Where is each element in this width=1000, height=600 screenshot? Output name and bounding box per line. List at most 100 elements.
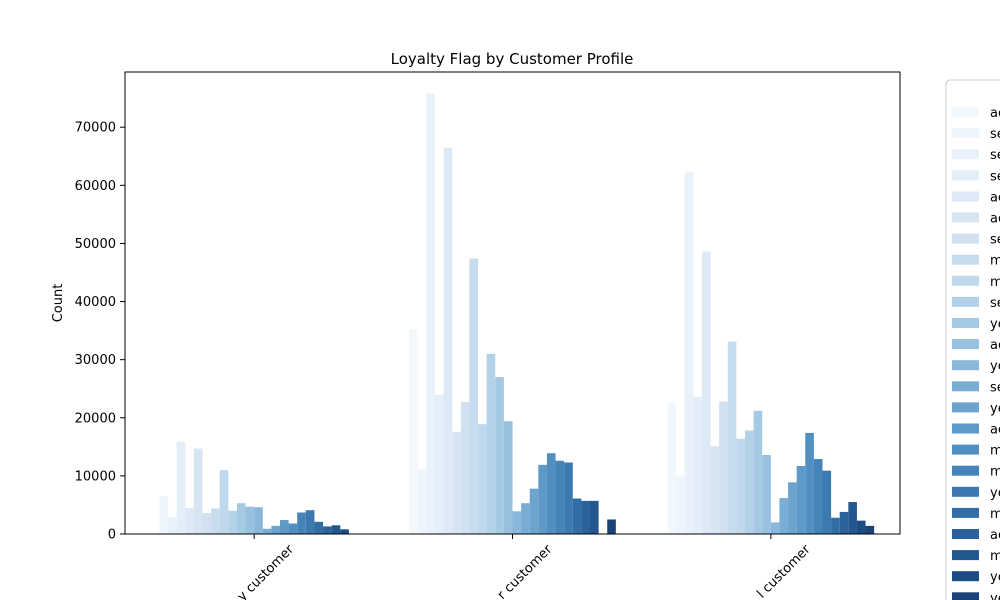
legend-label: ye (990, 359, 1000, 374)
legend-label: se (990, 169, 1000, 184)
legend-label: m (990, 275, 1000, 290)
bar (512, 511, 522, 534)
legend-swatch (952, 191, 979, 202)
legend-swatch (952, 423, 979, 434)
bar (762, 454, 771, 534)
bar (236, 503, 246, 534)
legend-label: se (990, 296, 1000, 311)
bar (865, 525, 875, 534)
legend-label: se (990, 148, 1000, 163)
legend-swatch (952, 444, 979, 455)
bar (452, 431, 461, 534)
legend-label: ye (990, 401, 1000, 416)
legend-label: ye (990, 570, 1000, 585)
legend-label: se (990, 380, 1000, 395)
bar (331, 525, 341, 534)
bar (435, 395, 444, 534)
y-axis: 0 10000 20000 30000 40000 50000 60000 70000 (75, 121, 125, 543)
y-tick-label: 50000 (75, 237, 116, 252)
legend-swatch (952, 254, 979, 265)
legend-label: m (990, 549, 1000, 564)
bar (219, 470, 229, 534)
legend-label: m (990, 507, 1000, 522)
bar (202, 513, 212, 534)
legend-label: ac (990, 212, 1000, 227)
bar (667, 401, 677, 534)
legend-swatch (952, 360, 979, 371)
bar (676, 475, 685, 534)
bar (503, 421, 513, 534)
bar (305, 510, 315, 534)
legend-swatch (952, 233, 979, 244)
bar (796, 466, 806, 534)
bar (693, 396, 702, 534)
y-tick-label: 10000 (75, 469, 116, 484)
x-tick-label: l customer (754, 542, 814, 600)
legend-swatch (952, 170, 979, 181)
bar (340, 529, 349, 534)
bar (529, 488, 539, 534)
bar (469, 258, 479, 534)
bar (185, 507, 194, 534)
bar (521, 503, 530, 534)
bar (813, 459, 823, 534)
legend-swatch (952, 529, 979, 539)
legend-label: m (990, 254, 1000, 269)
bar (719, 401, 728, 534)
bar (555, 460, 565, 534)
bar (495, 377, 504, 534)
x-tick-label: y customer (235, 542, 298, 600)
bar (831, 517, 840, 534)
y-tick-label: 30000 (75, 353, 116, 368)
x-axis: y customer r customer l customer (235, 534, 814, 600)
bar (460, 402, 470, 534)
bar (590, 500, 599, 534)
legend-swatch (952, 296, 979, 307)
bar (822, 470, 832, 534)
bar (701, 251, 711, 534)
legend-swatch (952, 550, 979, 561)
legend-label: ye (990, 317, 1000, 332)
legend-swatch (952, 128, 979, 139)
bar (805, 432, 814, 534)
legend-label: ye (990, 591, 1000, 600)
x-tick-label: r customer (495, 542, 556, 600)
legend-label: m (990, 444, 1000, 459)
bar (607, 519, 616, 534)
bar (564, 462, 573, 534)
legend-label: se (990, 233, 1000, 248)
y-axis-label: Count (51, 284, 66, 323)
legend-label: m (990, 465, 1000, 480)
bar (228, 510, 237, 534)
bar (478, 424, 487, 534)
bar (684, 172, 694, 535)
bar (572, 498, 582, 534)
bar (314, 521, 324, 534)
bar (581, 500, 590, 534)
legend-swatch (952, 107, 979, 117)
legend-swatch (952, 275, 979, 286)
legend-swatch (952, 507, 979, 518)
bar (254, 507, 263, 534)
bar (710, 446, 720, 534)
bar (839, 511, 849, 534)
bar (546, 453, 556, 534)
bar (856, 520, 866, 534)
bar (736, 438, 745, 534)
bar (443, 147, 453, 534)
bar (770, 522, 780, 534)
bar (288, 523, 298, 534)
legend: acseseseacacsemmseyeacyeseyeacmmyemacmye… (945, 79, 1000, 600)
bar (297, 512, 306, 534)
bar (409, 328, 418, 534)
bar (848, 502, 857, 534)
bar (538, 464, 547, 534)
bar (753, 410, 763, 534)
chart-title: Loyalty Flag by Customer Profile (391, 50, 634, 68)
bar (168, 517, 177, 534)
bar (159, 496, 169, 534)
y-tick-label: 20000 (75, 411, 116, 426)
legend-label: ac (990, 423, 1000, 438)
bar (417, 469, 427, 534)
